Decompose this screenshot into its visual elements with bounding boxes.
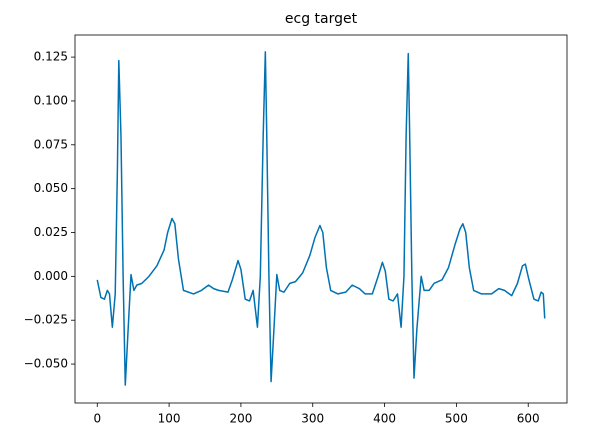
x-tick-label: 500 (445, 412, 468, 426)
x-tick-label: 400 (373, 412, 396, 426)
y-tick-label: 0.100 (34, 93, 68, 107)
x-tick-label: 100 (158, 412, 181, 426)
chart-title: ecg target (285, 11, 358, 27)
y-tick-label: 0.050 (34, 181, 68, 195)
y-tick-label: −0.025 (24, 313, 68, 327)
y-tick-label: 0.025 (34, 225, 68, 239)
x-tick-label: 600 (517, 412, 540, 426)
plot-frame (74, 34, 568, 404)
x-tick-label: 0 (93, 412, 101, 426)
y-tick-label: 0.075 (34, 137, 68, 151)
x-tick-label: 300 (301, 412, 324, 426)
y-tick-label: 0.125 (34, 50, 68, 64)
y-tick-label: 0.000 (34, 269, 68, 283)
y-tick-label: −0.050 (24, 357, 68, 371)
x-tick-label: 200 (229, 412, 252, 426)
line-series (96, 51, 546, 386)
